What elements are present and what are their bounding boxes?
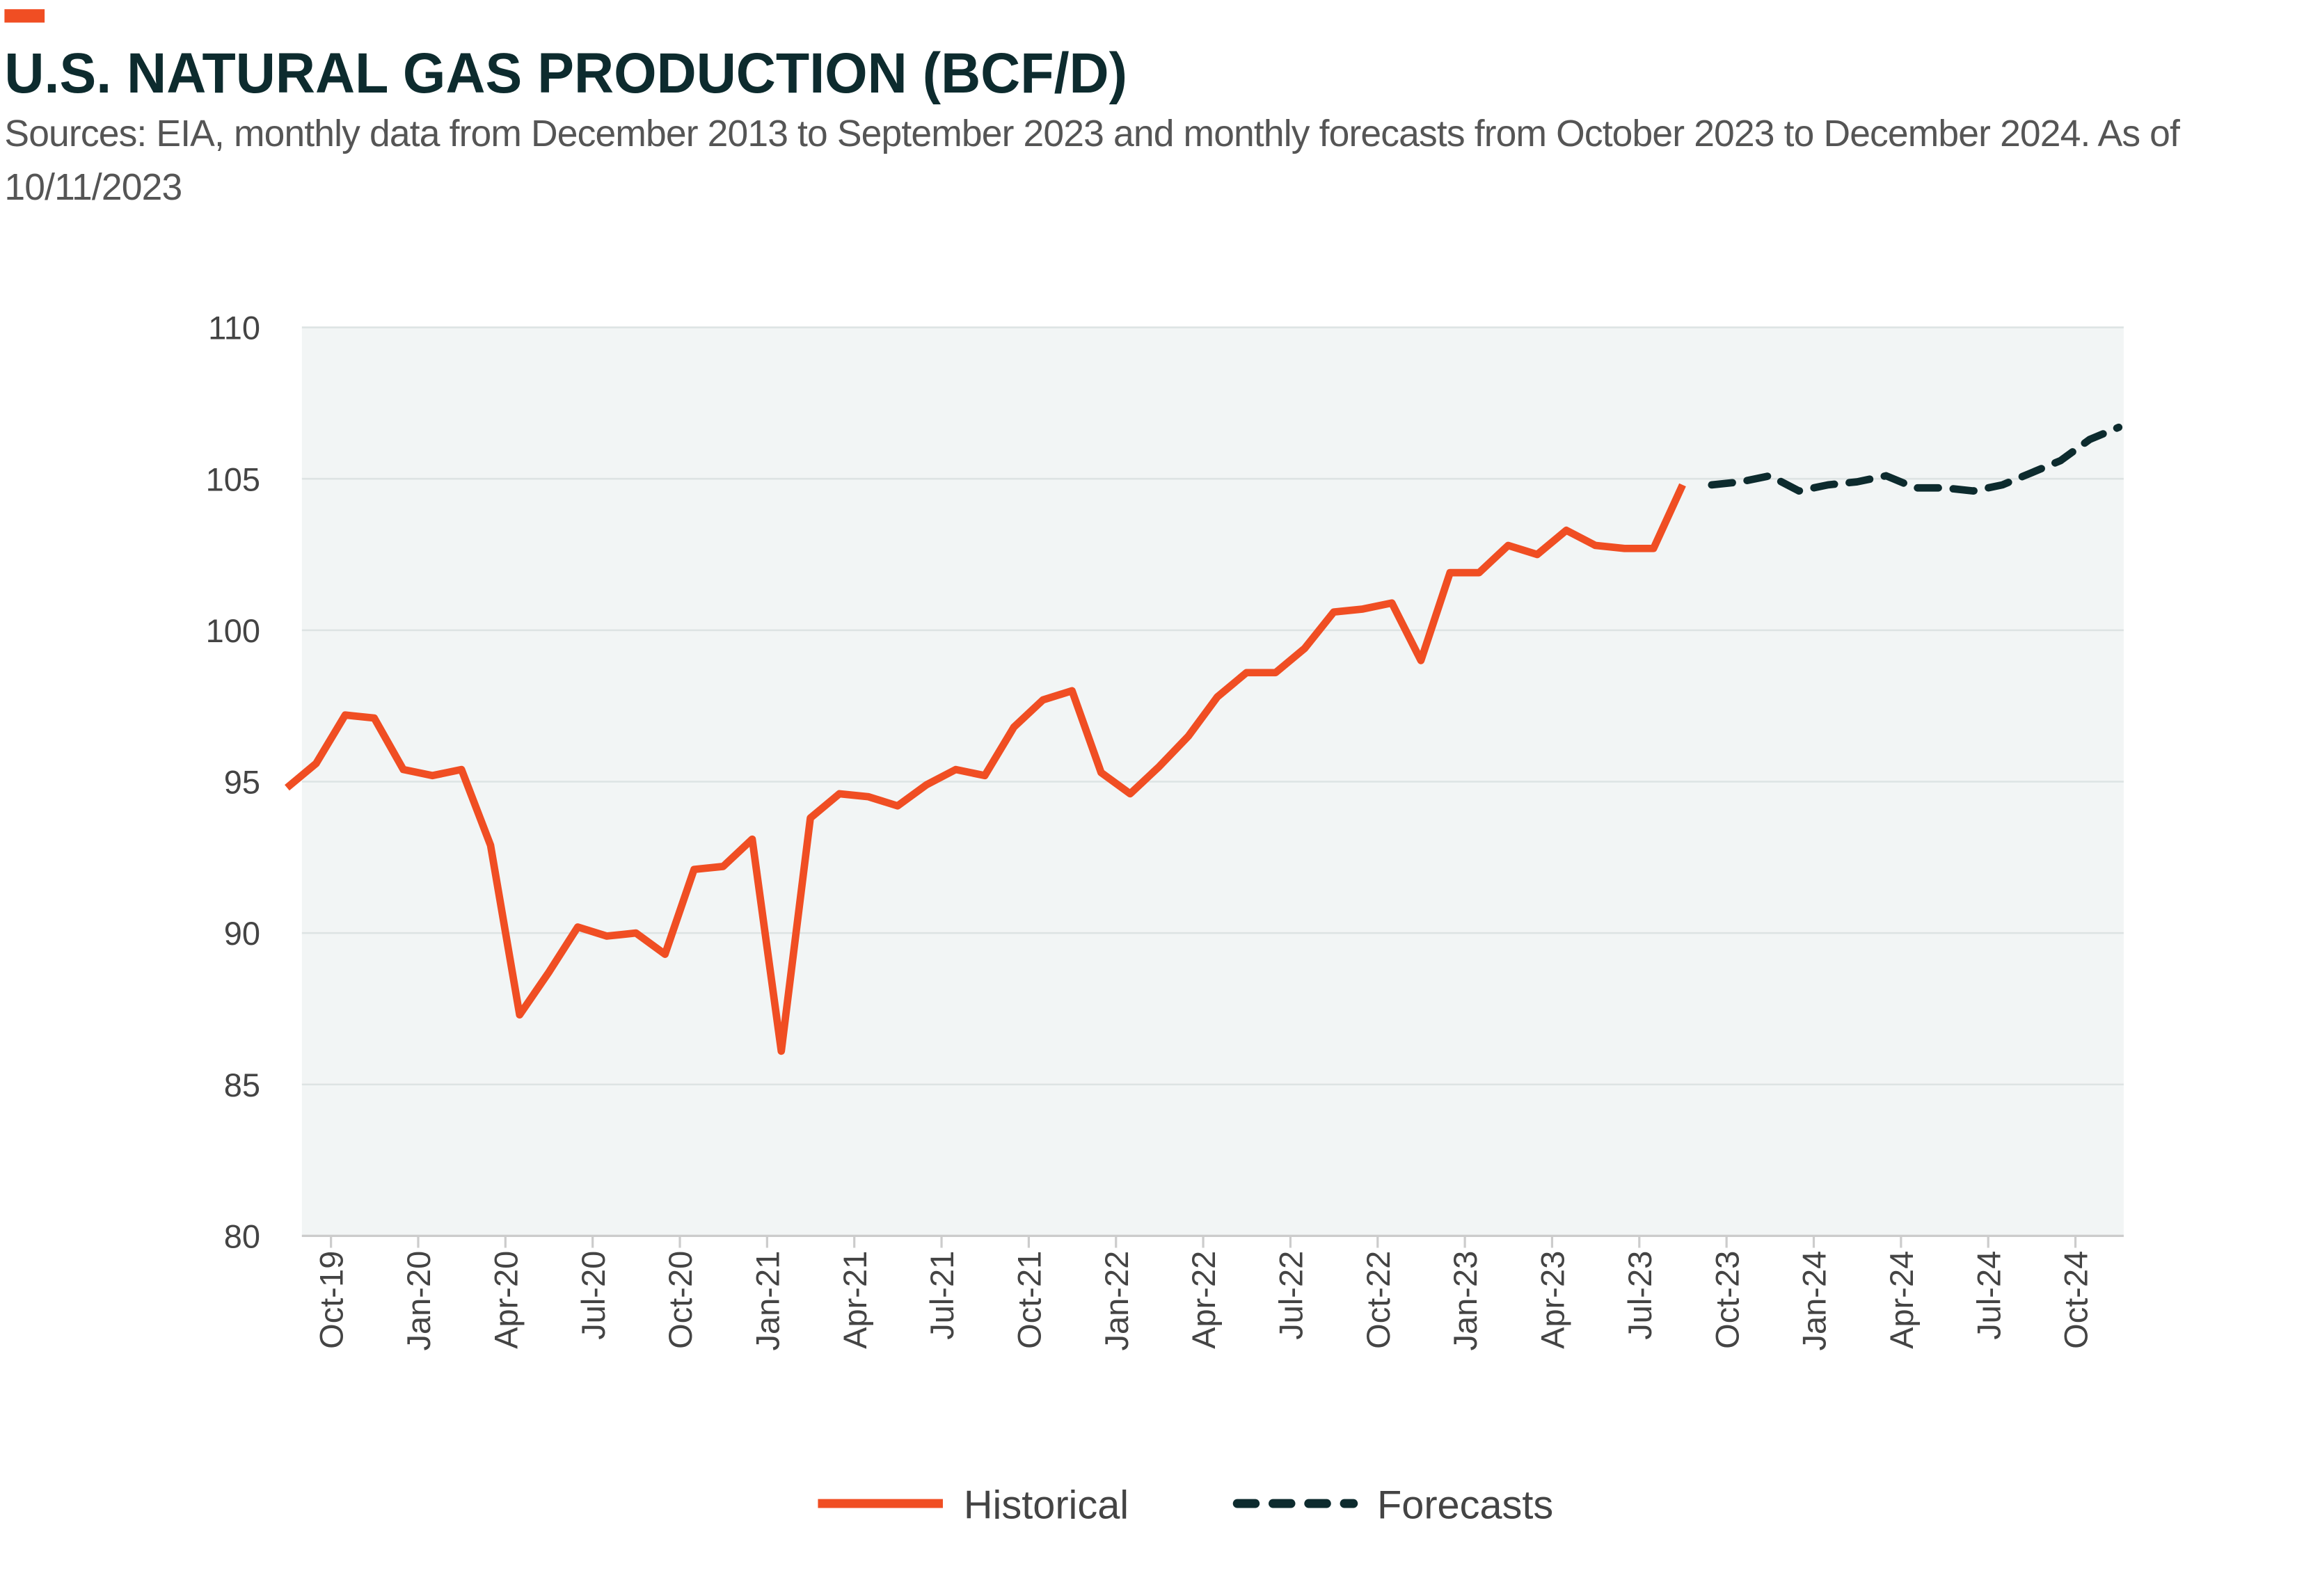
x-tick-label: Jul-20 (575, 1251, 612, 1340)
y-tick-label: 85 (224, 1067, 260, 1103)
x-tick-label: Oct-20 (662, 1251, 699, 1349)
legend-label: Forecasts (1377, 1483, 1553, 1527)
subtitle-box: Sources: EIA, monthly data from December… (4, 113, 2180, 209)
x-tick-label: Oct-19 (313, 1251, 350, 1349)
y-tick-label: 95 (224, 764, 260, 801)
x-tick-label: Jan-24 (1796, 1251, 1833, 1351)
legend-label: Historical (964, 1483, 1129, 1527)
x-tick-label: Jan-22 (1098, 1251, 1135, 1351)
x-tick-label: Apr-22 (1185, 1251, 1222, 1349)
chart-title: U.S. NATURAL GAS PRODUCTION (BCF/D) (4, 42, 1127, 105)
y-tick-label: 90 (224, 915, 260, 952)
x-tick-label: Jul-22 (1273, 1251, 1310, 1340)
x-tick-label: Jul-24 (1970, 1251, 2007, 1340)
x-tick-label: Oct-24 (2058, 1251, 2095, 1349)
x-tick-label: Oct-21 (1010, 1251, 1047, 1349)
series-line (285, 483, 1686, 1055)
chart-subtitle: Sources: EIA, monthly data from December… (4, 113, 2180, 209)
x-tick-label: Oct-23 (1708, 1251, 1745, 1349)
y-tick-label: 100 (206, 612, 260, 649)
y-tick-label: 105 (206, 461, 260, 497)
x-tick-label: Jan-21 (749, 1251, 786, 1351)
x-tick-label: Jul-23 (1621, 1251, 1658, 1340)
accent-bar (4, 9, 45, 23)
x-tick-label: Apr-20 (487, 1251, 524, 1349)
y-tick-label: 80 (224, 1218, 260, 1254)
x-tick-label: Jul-21 (923, 1251, 960, 1340)
x-tick-label: Apr-21 (836, 1251, 873, 1349)
x-tick-label: Apr-23 (1534, 1251, 1571, 1349)
y-tick-label: 110 (208, 310, 260, 346)
x-tick-label: Apr-24 (1883, 1251, 1920, 1349)
series-line (1708, 423, 2123, 495)
x-tick-label: Jan-23 (1447, 1251, 1484, 1351)
x-tick-label: Jan-20 (400, 1251, 437, 1351)
x-tick-label: Oct-22 (1360, 1251, 1397, 1349)
